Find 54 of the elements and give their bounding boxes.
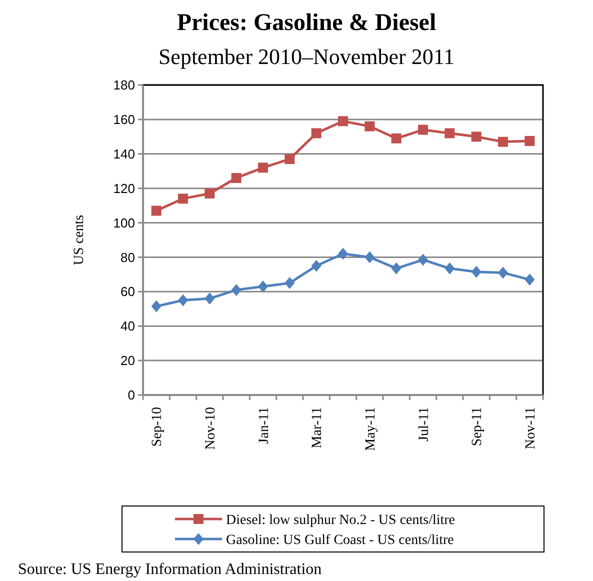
x-tick-label: Jul-11 <box>416 407 432 442</box>
source-note: Source: US Energy Information Administration <box>18 561 322 578</box>
x-tick-label: Sep-11 <box>470 407 486 446</box>
point <box>311 128 322 138</box>
y-tick-label: 20 <box>120 353 135 368</box>
y-axis-title: US cents <box>72 214 87 266</box>
legend-label: Diesel: low sulphur No.2 - US cents/litre <box>226 512 456 528</box>
point <box>338 248 348 260</box>
point <box>284 277 295 290</box>
y-tick-label: 60 <box>120 284 135 300</box>
point <box>364 121 375 132</box>
point <box>178 294 188 306</box>
x-tick-label: Nov-10 <box>204 407 219 450</box>
chart-title: Prices: Gasoline & Diesel <box>176 10 436 36</box>
x-tick-label: Sep-10 <box>150 407 166 447</box>
legend-label: Gasoline: US Gulf Coast - US cents/litre <box>226 532 454 548</box>
y-tick-label: 100 <box>113 215 135 230</box>
x-tick-label: Nov-11 <box>524 407 539 450</box>
y-tick-label: 80 <box>120 250 135 265</box>
point <box>178 194 188 204</box>
y-tick-label: 120 <box>113 180 135 196</box>
point <box>471 132 482 142</box>
point <box>231 284 242 296</box>
point <box>311 260 322 272</box>
point <box>258 162 268 173</box>
x-tick-label: Mar-11 <box>310 407 326 448</box>
point <box>524 274 535 286</box>
point <box>418 124 428 135</box>
chart-subtitle: September 2010–November 2011 <box>158 44 455 69</box>
point <box>391 262 402 274</box>
x-tick-label: May-11 <box>364 407 379 451</box>
point <box>204 292 215 305</box>
point <box>284 154 295 164</box>
point <box>258 280 268 292</box>
y-tick-label: 0 <box>128 388 135 403</box>
point <box>418 254 428 266</box>
point <box>151 300 162 312</box>
point <box>151 206 162 216</box>
point <box>524 136 535 146</box>
point <box>338 116 348 126</box>
point <box>444 128 455 138</box>
point <box>471 266 482 278</box>
y-tick-label: 40 <box>120 318 135 334</box>
point <box>498 266 508 279</box>
point <box>498 136 508 147</box>
y-tick-label: 140 <box>113 146 135 162</box>
y-tick-label: 180 <box>113 78 135 93</box>
point <box>391 133 402 144</box>
point <box>204 188 215 198</box>
point <box>444 262 455 274</box>
point <box>364 251 375 264</box>
point <box>231 173 242 183</box>
y-tick-label: 160 <box>113 112 135 127</box>
x-tick-label: Jan-11 <box>256 407 272 444</box>
